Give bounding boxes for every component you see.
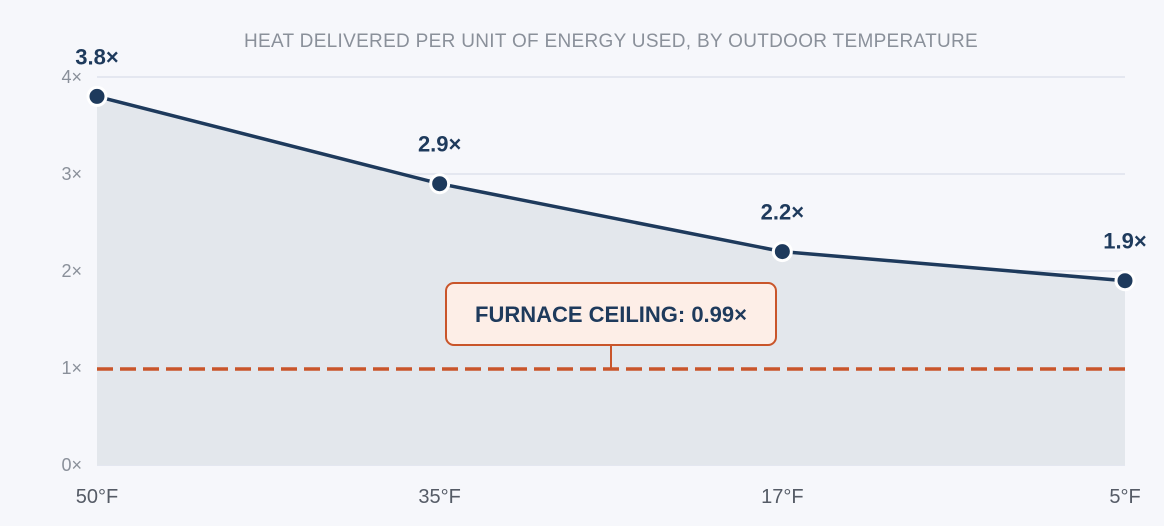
- data-point: [86, 85, 108, 107]
- chart-title: HEAT DELIVERED PER UNIT OF ENERGY USED, …: [244, 31, 978, 52]
- data-label: 1.9×: [1103, 229, 1146, 254]
- y-tick-label: 3×: [61, 164, 82, 184]
- callout-box: [445, 282, 777, 346]
- series-line: [96, 94, 1126, 283]
- data-points: [86, 85, 1136, 292]
- y-axis-ticks: 0× 1× 2× 3× 4×: [61, 67, 82, 475]
- data-label: 2.2×: [761, 200, 804, 225]
- y-tick-label: 0×: [61, 455, 82, 475]
- data-point: [771, 241, 793, 263]
- y-tick-label: 2×: [61, 261, 82, 281]
- furnace-ceiling-callout: FURNACE CEILING: 0.99×: [445, 282, 777, 369]
- data-point: [1114, 270, 1136, 292]
- x-tick-label: 50°F: [76, 486, 118, 508]
- x-tick-label: 17°F: [761, 486, 803, 508]
- x-tick-label: 5°F: [1109, 486, 1140, 508]
- data-label: 3.8×: [75, 44, 118, 69]
- series-area: [97, 96, 1125, 466]
- data-label: 2.9×: [418, 132, 461, 157]
- data-point: [429, 173, 451, 195]
- data-labels: 3.8× 2.9× 2.2× 1.9×: [75, 44, 1146, 253]
- y-tick-label: 1×: [61, 358, 82, 378]
- x-axis-ticks: 50°F 35°F 17°F 5°F: [76, 486, 1141, 508]
- furnace-ceiling-label: FURNACE CEILING: 0.99×: [475, 302, 747, 327]
- x-tick-label: 35°F: [418, 486, 460, 508]
- y-tick-label: 4×: [61, 67, 82, 87]
